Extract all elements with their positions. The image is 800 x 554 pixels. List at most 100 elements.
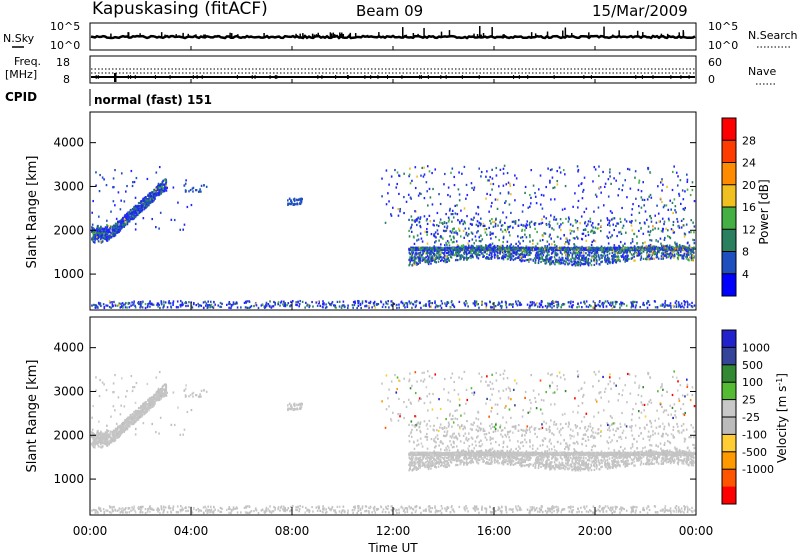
power-echo — [434, 247, 436, 250]
power-echo — [640, 256, 643, 259]
power-echo — [148, 302, 151, 305]
power-echo — [608, 252, 611, 255]
power-echo — [539, 239, 542, 242]
power-echo — [197, 305, 200, 308]
power-echo — [501, 223, 504, 227]
power-echo — [132, 215, 135, 219]
power-echo — [158, 303, 160, 307]
power-echo — [606, 251, 609, 254]
power-echo — [486, 255, 488, 259]
power-echo — [643, 304, 646, 307]
power-echo — [139, 208, 142, 211]
power-echo — [330, 302, 333, 305]
power-echo — [635, 304, 637, 307]
power-echo — [537, 256, 540, 259]
power-echo — [477, 230, 479, 233]
power-echo — [519, 303, 521, 307]
power-echo — [678, 303, 680, 306]
power-echo — [639, 305, 642, 309]
power-echo — [429, 301, 432, 305]
power-echo — [591, 222, 594, 225]
power-echo — [421, 259, 423, 262]
power-echo — [670, 250, 673, 253]
power-echo — [453, 237, 455, 240]
power-echo — [608, 231, 611, 234]
power-echo — [291, 299, 294, 303]
power-echo — [687, 253, 690, 256]
power-echo — [429, 220, 432, 223]
power-echo — [501, 256, 503, 259]
power-echo — [601, 256, 603, 260]
power-echo — [652, 225, 654, 228]
power-echo — [213, 305, 215, 308]
power-echo — [127, 212, 130, 215]
power-echo — [103, 306, 106, 310]
power-echo — [568, 242, 570, 245]
power-echo — [540, 254, 542, 257]
power-echo — [92, 303, 95, 306]
power-echo — [595, 253, 597, 257]
power-echo — [489, 233, 492, 236]
power-echo — [683, 252, 686, 255]
power-echo — [485, 304, 488, 307]
power-echo — [107, 237, 110, 240]
power-echo — [422, 258, 424, 262]
power-echo — [583, 257, 585, 260]
power-echo — [559, 218, 562, 221]
power-echo — [91, 211, 93, 214]
power-echo — [165, 183, 168, 186]
power-echo — [265, 301, 268, 304]
power-echo — [565, 253, 567, 257]
power-echo — [568, 262, 571, 265]
power-echo — [292, 203, 295, 206]
power-echo — [634, 219, 637, 222]
power-echo — [185, 179, 187, 182]
power-echo — [498, 302, 500, 305]
power-echo — [630, 253, 633, 256]
power-echo — [502, 257, 505, 260]
power-echo — [142, 202, 144, 206]
power-echo — [563, 234, 565, 237]
power-echo — [433, 235, 436, 238]
power-echo — [582, 255, 585, 259]
power-echo — [545, 250, 547, 253]
power-echo — [443, 244, 446, 247]
power-echo — [144, 200, 147, 204]
frequency-trace-ticks — [95, 73, 690, 82]
power-echo — [288, 197, 291, 200]
power-echo — [588, 247, 591, 250]
power-echo — [684, 300, 686, 304]
power-echo — [369, 302, 371, 305]
power-echo — [512, 246, 515, 249]
date-title: 15/Mar/2009 — [592, 2, 688, 20]
power-echo — [679, 250, 682, 253]
power-echo — [401, 302, 404, 305]
power-echo — [145, 205, 147, 208]
power-echo — [683, 306, 685, 309]
power-echo — [543, 248, 546, 251]
power-echo — [533, 301, 535, 304]
power-echo — [552, 228, 555, 231]
power-echo — [677, 301, 680, 304]
power-echo — [414, 300, 416, 303]
power-echo — [367, 305, 370, 308]
power-echo — [126, 184, 128, 188]
power-data-layer — [91, 164, 696, 310]
power-echo — [605, 305, 608, 308]
power-echo — [566, 252, 569, 255]
power-echo — [586, 258, 589, 262]
power-echo — [459, 235, 462, 238]
power-echo — [149, 305, 151, 308]
power-echo — [566, 253, 568, 256]
power-echo — [411, 264, 413, 267]
power-echo — [600, 245, 603, 248]
power-echo — [553, 240, 556, 243]
power-echo — [630, 221, 633, 224]
power-echo — [646, 253, 649, 256]
power-echo — [653, 257, 655, 260]
power-echo — [568, 239, 571, 242]
power-echo — [106, 230, 108, 233]
power-echo — [537, 261, 540, 265]
power-echo — [634, 259, 636, 262]
power-echo — [606, 300, 609, 303]
